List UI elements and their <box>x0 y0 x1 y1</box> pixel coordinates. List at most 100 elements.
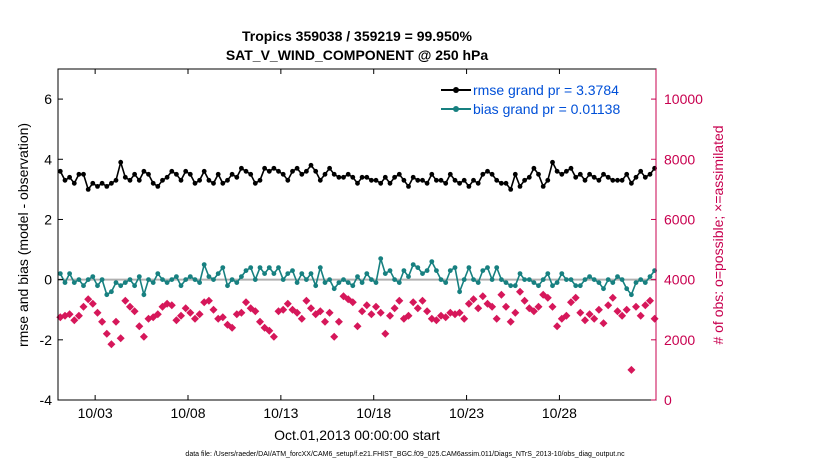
bias-point <box>257 265 263 270</box>
bias-point <box>220 265 226 270</box>
rmse-point <box>369 177 374 183</box>
x-tick-label: 10/13 <box>263 405 298 421</box>
bias-point <box>252 277 258 282</box>
obs-marker <box>390 304 399 313</box>
bias-point <box>280 277 286 282</box>
obs-marker <box>585 310 594 319</box>
obs-marker <box>353 322 362 331</box>
bias-point <box>62 280 68 285</box>
x-tick-label: 10/03 <box>78 405 113 421</box>
rmse-point <box>577 171 583 177</box>
obs-marker <box>126 302 134 311</box>
bias-point <box>447 268 453 273</box>
bias-point <box>457 289 462 295</box>
obs-marker <box>548 302 557 311</box>
rmse-point <box>341 174 346 180</box>
rmse-point <box>113 177 119 183</box>
obs-marker <box>474 304 483 313</box>
rmse-point <box>568 165 574 171</box>
y-right-tick-label: 0 <box>664 392 672 408</box>
rmse-point <box>345 171 351 177</box>
rmse-point <box>308 162 314 168</box>
bias-point <box>642 280 648 285</box>
bias-point <box>243 268 249 273</box>
obs-marker <box>576 308 585 317</box>
rmse-point <box>57 168 63 174</box>
bias-point <box>420 271 425 276</box>
rmse-point <box>155 184 161 189</box>
bias-point <box>57 271 63 276</box>
rmse-point <box>225 177 230 183</box>
obs-marker <box>367 310 376 319</box>
rmse-point <box>638 168 644 174</box>
bias-point <box>503 280 509 285</box>
rmse-point <box>187 171 193 177</box>
rmse-point <box>466 184 472 189</box>
rmse-point <box>76 171 82 177</box>
obs-marker <box>460 314 469 323</box>
rmse-point <box>262 165 267 171</box>
rmse-point <box>192 180 198 186</box>
bias-point <box>559 271 565 276</box>
obs-marker <box>84 295 93 304</box>
y-tick-label: -4 <box>40 392 53 408</box>
bias-point <box>85 277 91 282</box>
bias-point <box>633 280 639 285</box>
bias-point <box>415 265 421 270</box>
rmse-point <box>109 180 114 186</box>
bias-point <box>169 277 175 282</box>
rmse-point <box>503 180 509 186</box>
obs-marker <box>511 308 520 317</box>
bias-point <box>536 283 541 289</box>
obs-marker <box>269 332 278 341</box>
bias-point <box>494 265 500 270</box>
bias-point <box>336 280 342 285</box>
obs-marker <box>497 290 506 299</box>
rmse-point <box>220 180 226 186</box>
bias-point <box>322 280 328 285</box>
rmse-point <box>452 177 458 183</box>
rmse-point <box>499 180 504 186</box>
bias-point <box>150 280 156 285</box>
obs-marker <box>636 311 645 320</box>
rmse-point <box>410 174 416 180</box>
obs-marker <box>618 311 627 320</box>
obs-marker <box>121 296 130 305</box>
rmse-point <box>434 177 439 183</box>
obs-marker <box>622 305 631 314</box>
rmse-point <box>252 180 258 186</box>
x-tick-label: 10/28 <box>542 405 577 421</box>
y-tick-label: -2 <box>40 332 53 348</box>
rmse-point <box>201 168 207 174</box>
bias-point <box>160 277 165 282</box>
obs-marker <box>330 332 339 341</box>
bias-point <box>461 277 467 282</box>
rmse-point <box>67 174 72 180</box>
obs-marker <box>321 317 329 326</box>
bias-point <box>211 277 216 282</box>
bias-point <box>155 271 161 276</box>
rmse-point <box>633 174 639 180</box>
bias-point <box>568 277 574 282</box>
rmse-point <box>420 177 425 183</box>
bias-point <box>508 283 514 289</box>
rmse-point <box>559 171 565 177</box>
obs-marker <box>177 311 185 320</box>
rmse-point <box>331 171 337 177</box>
bias-point <box>434 268 439 273</box>
bias-point <box>90 274 96 279</box>
rmse-point <box>545 177 551 183</box>
rmse-point <box>215 171 221 177</box>
rmse-point <box>276 168 281 174</box>
rmse-point <box>211 180 216 186</box>
rmse-point <box>160 177 165 183</box>
rmse-point <box>475 180 481 186</box>
legend: rmse grand pr = 3.3784 bias grand pr = 0… <box>435 80 650 120</box>
rmse-point <box>206 177 212 183</box>
obs-marker <box>534 302 543 311</box>
rmse-point <box>480 171 486 177</box>
rmse-point <box>299 171 305 177</box>
obs-marker <box>297 314 306 323</box>
rmse-point <box>573 174 579 180</box>
obs-marker <box>265 326 274 335</box>
